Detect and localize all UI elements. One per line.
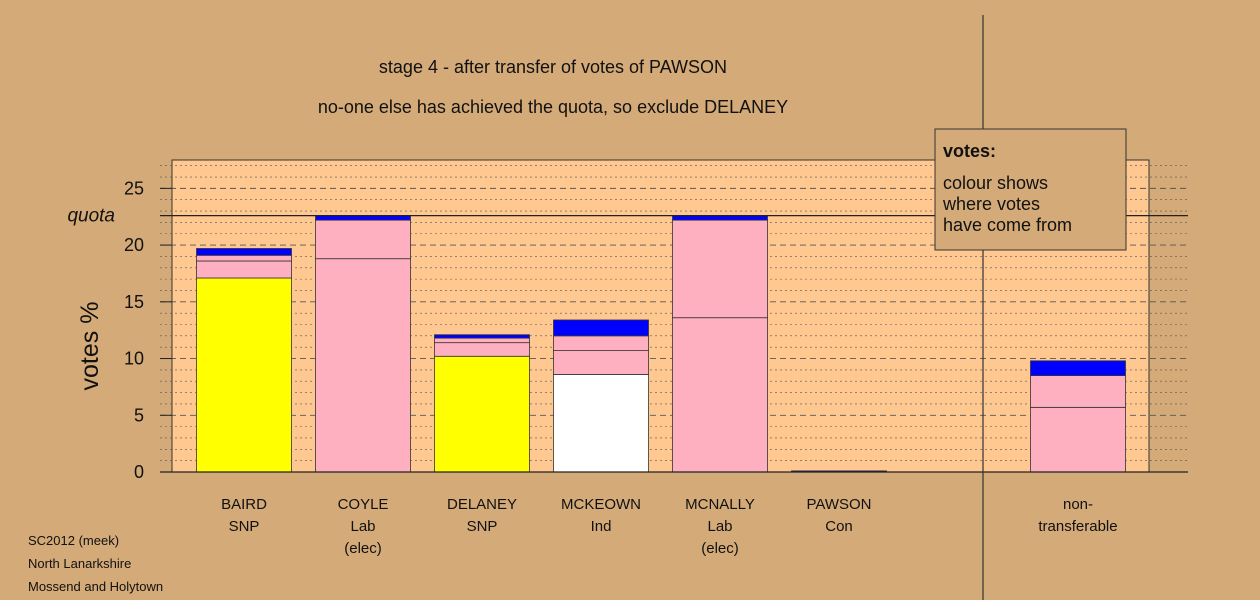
bar-segment-baird-3 [196, 248, 292, 256]
category-label-name: COYLE [338, 496, 389, 513]
category-label-party: SNP [467, 518, 498, 535]
quota-label: quota [67, 206, 115, 227]
category-label-name: non- [1063, 496, 1093, 513]
legend-title: votes: [943, 141, 996, 161]
bar-segment-coyle-0 [315, 258, 411, 473]
y-axis: 0 5 10 15 20 25 [124, 178, 1188, 482]
category-label-party: Lab [350, 518, 375, 535]
bar-segment-delaney-1 [434, 342, 530, 357]
legend-line-1: colour shows [943, 173, 1048, 193]
legend-line-2: where votes [942, 194, 1040, 214]
category-label-note: (elec) [701, 540, 739, 557]
bar-segment-coyle-1 [315, 219, 411, 260]
y-tick-label: 5 [134, 405, 144, 425]
footer-line-2: North Lanarkshire [28, 556, 131, 571]
footer-line-3: Mossend and Holytown [28, 579, 163, 594]
legend-box: votes: colour shows where votes have com… [934, 128, 1127, 251]
category-label-party: Con [825, 518, 853, 535]
bar-segment-mcnally-2 [672, 215, 768, 221]
bars [196, 215, 1126, 473]
y-tick-label: 25 [124, 178, 144, 198]
bar-segment-baird-1 [196, 260, 292, 279]
category-label-name: BAIRD [221, 496, 267, 513]
bar-segment-baird-2 [196, 254, 292, 262]
footer-line-1: SC2012 (meek) [28, 533, 119, 548]
bar-segment-delaney-3 [434, 334, 530, 339]
bar-segment-mcnally-1 [672, 219, 768, 319]
category-label-note: (elec) [344, 540, 382, 557]
bar-segment-non-2 [1030, 360, 1126, 376]
category-label-party: SNP [229, 518, 260, 535]
bar-segment-coyle-2 [315, 215, 411, 221]
chart-title-line-2: no-one else has achieved the quota, so e… [318, 97, 788, 117]
y-axis-label: votes % [76, 302, 104, 391]
bar-segment-mckeown-2 [553, 335, 649, 352]
y-tick-label: 0 [134, 462, 144, 482]
y-tick-label: 20 [124, 235, 144, 255]
bar-segment-baird-0 [196, 277, 292, 473]
y-tick-label: 10 [124, 349, 144, 369]
category-label-name: DELANEY [447, 496, 517, 513]
chart-title-line-1: stage 4 - after transfer of votes of PAW… [379, 57, 727, 77]
bar-segment-delaney-0 [434, 355, 530, 473]
bar-segment-non-0 [1030, 406, 1126, 473]
category-label-party: Ind [591, 518, 612, 535]
category-label-name: MCKEOWN [561, 496, 641, 513]
category-label-party: transferable [1038, 518, 1117, 535]
bar-segment-mcnally-0 [672, 317, 768, 473]
category-label-party: Lab [707, 518, 732, 535]
category-label-name: MCNALLY [685, 496, 755, 513]
legend-line-3: have come from [943, 215, 1072, 235]
bar-segment-mckeown-1 [553, 350, 649, 375]
bar-segment-mckeown-0 [553, 374, 649, 473]
category-label-name: PAWSON [806, 496, 871, 513]
category-labels: BAIRD SNP COYLE Lab (elec) DELANEY SNP MCKEOWN I… [221, 496, 1118, 557]
bar-segment-non-1 [1030, 375, 1126, 408]
y-tick-label: 15 [124, 292, 144, 312]
bar-segment-mckeown-3 [553, 319, 649, 337]
bar-segment-delaney-2 [434, 337, 530, 344]
